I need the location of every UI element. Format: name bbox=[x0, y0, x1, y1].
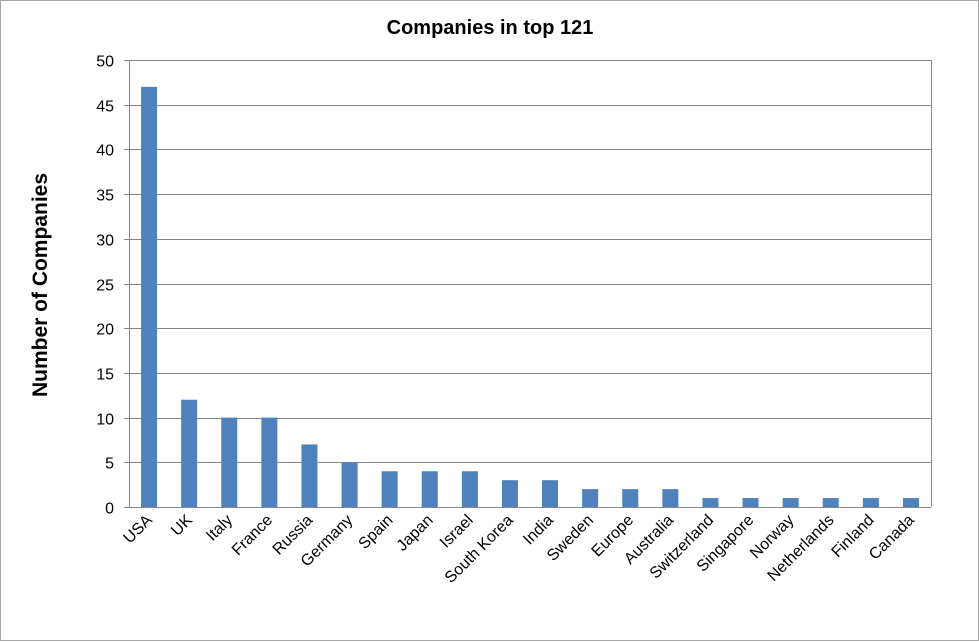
y-tick-label: 50 bbox=[96, 54, 114, 71]
bar-canada bbox=[902, 498, 919, 507]
x-tick-label: Canada bbox=[866, 512, 918, 564]
y-tick-label: 45 bbox=[96, 99, 114, 116]
bar-india bbox=[542, 480, 559, 507]
bar-finland bbox=[862, 498, 879, 507]
bar-italy bbox=[221, 417, 238, 507]
chart-title: Companies in top 121 bbox=[387, 17, 594, 39]
bar-netherlands bbox=[822, 498, 839, 507]
bar-spain bbox=[381, 471, 398, 507]
bar-singapore bbox=[742, 498, 759, 507]
y-tick-label: 15 bbox=[96, 367, 114, 384]
y-tick-label: 40 bbox=[96, 143, 114, 160]
bar-germany bbox=[341, 462, 358, 507]
bar-uk bbox=[181, 399, 198, 507]
y-tick-label: 0 bbox=[105, 501, 114, 518]
bar-south-korea bbox=[501, 480, 518, 507]
y-tick-label: 25 bbox=[96, 278, 114, 295]
y-axis-label: Number of Companies bbox=[29, 173, 52, 397]
bar-sweden bbox=[582, 489, 599, 507]
x-tick-label: USA bbox=[121, 512, 157, 548]
bar-israel bbox=[461, 471, 478, 507]
y-axis-ticks: 0 5 10 15 20 25 30 35 40 45 50 bbox=[96, 54, 114, 518]
bar-japan bbox=[421, 471, 438, 507]
bar-france bbox=[261, 417, 278, 507]
bar-russia bbox=[301, 444, 318, 507]
y-tick-label: 35 bbox=[96, 188, 114, 205]
bar-europe bbox=[622, 489, 639, 507]
bars bbox=[141, 86, 919, 507]
bar-usa bbox=[141, 86, 158, 507]
bar-australia bbox=[662, 489, 679, 507]
bar-switzerland bbox=[702, 498, 719, 507]
y-tick-label: 10 bbox=[96, 412, 114, 429]
x-tick-label: UK bbox=[168, 512, 196, 540]
y-tick-label: 20 bbox=[96, 322, 114, 339]
x-tick-label: Spain bbox=[356, 512, 397, 553]
y-tick-label: 5 bbox=[105, 456, 114, 473]
x-tick-label: Italy bbox=[203, 512, 236, 545]
y-tick-label: 30 bbox=[96, 233, 114, 250]
x-tick-label: Japan bbox=[394, 512, 437, 555]
x-tick-label: France bbox=[229, 512, 276, 559]
x-tick-label: India bbox=[520, 512, 557, 549]
gridlines bbox=[124, 60, 932, 508]
bar-norway bbox=[782, 498, 799, 507]
